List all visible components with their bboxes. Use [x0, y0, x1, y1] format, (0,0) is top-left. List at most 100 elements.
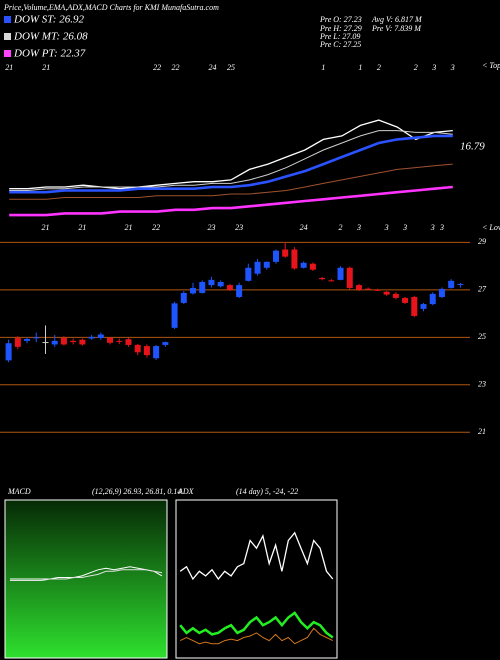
- legend-swatch: [4, 50, 11, 57]
- candle-body: [457, 283, 464, 285]
- x-tick-label: 2: [414, 63, 418, 72]
- x-tick-label: 21: [41, 223, 49, 232]
- candle-body: [97, 334, 104, 339]
- y-tick-label: 25: [478, 332, 486, 341]
- page-title: Price,Volume,EMA,ADX,MACD Charts for KMI…: [3, 3, 219, 12]
- annotation: 16.79: [460, 140, 485, 152]
- series-line: [9, 185, 453, 217]
- stat: Pre V: 7.839 M: [371, 24, 422, 33]
- series-line: [179, 627, 334, 645]
- candle-body: [392, 293, 399, 298]
- candle-body: [319, 277, 326, 280]
- candle-body: [355, 285, 362, 290]
- x-tick-label: 3: [384, 223, 389, 232]
- y-tick-label: 27: [478, 285, 487, 294]
- x-tick-label: 21: [124, 223, 132, 232]
- candle-body: [5, 343, 12, 361]
- candle-body: [337, 267, 344, 280]
- candle-body: [70, 340, 77, 343]
- x-tick-label: 24: [300, 223, 308, 232]
- series-line: [10, 566, 163, 580]
- series-line: [9, 130, 453, 191]
- lows-label: < Lows: [482, 223, 500, 232]
- panel-title: MACD: [7, 487, 31, 496]
- series-line: [10, 569, 163, 581]
- candle-body: [88, 336, 95, 339]
- candle-body: [60, 337, 67, 345]
- x-tick-label: 24: [209, 63, 217, 72]
- candle-body: [125, 339, 132, 345]
- tops-label: < Tops: [482, 61, 500, 70]
- x-tick-label: 25: [227, 63, 235, 72]
- series-line: [179, 531, 334, 581]
- candle-body: [346, 267, 353, 288]
- candle-body: [153, 346, 160, 359]
- candle-body: [254, 261, 261, 274]
- series-line: [179, 611, 334, 639]
- candle-body: [263, 261, 270, 268]
- x-tick-label: 22: [153, 63, 161, 72]
- candle-body: [208, 279, 215, 286]
- x-tick-label: 22: [152, 223, 160, 232]
- candle-body: [180, 292, 187, 303]
- series-line: [9, 163, 453, 200]
- x-tick-label: 3: [402, 223, 407, 232]
- candle-body: [51, 340, 58, 345]
- stat: Avg V: 6.817 M: [371, 15, 423, 24]
- candle-body: [374, 289, 381, 291]
- candle-body: [291, 249, 298, 269]
- candle-body: [402, 297, 409, 303]
- candle-body: [190, 287, 197, 294]
- y-tick-label: 23: [478, 380, 486, 389]
- x-tick-label: 1: [321, 63, 325, 72]
- candle-body: [199, 282, 206, 293]
- x-tick-label: 21: [42, 63, 50, 72]
- candle-body: [328, 280, 335, 282]
- x-tick-label: 3: [356, 223, 361, 232]
- panel-subtitle: (14 day) 5, -24, -22: [236, 487, 298, 496]
- x-tick-label: 21: [5, 63, 13, 72]
- candle-body: [300, 262, 307, 268]
- x-tick-label: 3: [431, 63, 436, 72]
- candle-body: [272, 250, 279, 262]
- x-tick-label: 3: [439, 223, 444, 232]
- candle-body: [365, 288, 372, 290]
- adx-panel: [175, 499, 338, 659]
- x-tick-label: 2: [339, 223, 343, 232]
- x-tick-label: 21: [78, 223, 86, 232]
- candle-body: [171, 303, 178, 328]
- x-tick-label: 3: [450, 63, 455, 72]
- candle-body: [245, 267, 252, 281]
- candle-body: [282, 249, 289, 257]
- legend-label: DOW ST: 26.92: [13, 14, 84, 26]
- x-tick-label: 1: [358, 63, 362, 72]
- candle-body: [107, 337, 114, 343]
- panel-title: ADX: [177, 487, 195, 496]
- series-line: [9, 119, 453, 190]
- candle-body: [383, 291, 390, 295]
- legend-label: DOW PT: 22.37: [13, 48, 86, 60]
- candle-body: [226, 285, 233, 290]
- candle-body: [24, 338, 31, 341]
- candle-body: [309, 263, 316, 270]
- stat: Pre L: 27.09: [319, 32, 360, 41]
- legend-swatch: [4, 16, 11, 23]
- candle-body: [162, 342, 169, 345]
- candle-body: [143, 346, 150, 356]
- candle-body: [420, 304, 427, 309]
- x-tick-label: 2: [377, 63, 381, 72]
- candle-body: [33, 337, 40, 339]
- series-line: [9, 134, 453, 194]
- stat: Pre C: 27.25: [319, 40, 361, 49]
- candle-body: [438, 288, 445, 297]
- candle-body: [79, 339, 86, 345]
- candle-body: [448, 280, 455, 288]
- stat: Pre H: 27.29: [319, 24, 362, 33]
- candle-body: [429, 293, 436, 305]
- candle-body: [236, 285, 243, 297]
- legend-label: DOW MT: 26.08: [13, 31, 88, 43]
- candle-body: [42, 342, 49, 344]
- candle-body: [14, 338, 21, 347]
- stat: Pre O: 27.23: [319, 15, 362, 24]
